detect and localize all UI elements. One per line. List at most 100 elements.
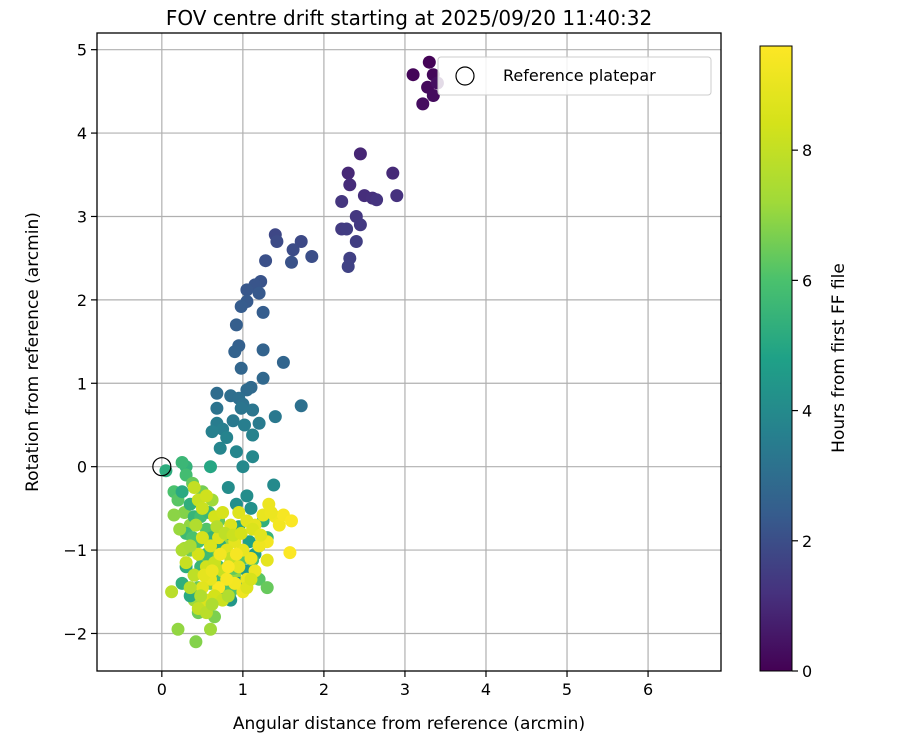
data-point [259,254,273,268]
data-point [205,425,219,439]
x-tick-label: 1 [238,680,248,699]
data-point [226,414,240,428]
data-point [341,260,355,273]
x-tick-label: 0 [157,680,167,699]
data-point [234,526,248,540]
legend-label: Reference platepar [503,66,656,85]
colorbar-ticks: 0 2 4 6 8 [792,141,812,681]
data-point [179,556,193,570]
data-point [386,166,400,180]
data-point [260,581,274,595]
data-point [199,489,213,503]
colorbar-tick-label: 2 [802,532,812,551]
data-point [236,460,250,474]
data-point [260,553,274,567]
colorbar-tick-label: 0 [802,662,812,681]
data-point [244,501,258,515]
data-point [244,572,258,586]
data-point [256,371,270,385]
data-point [294,399,308,413]
data-point [252,539,266,553]
data-point [229,318,243,332]
colorbar-tick-label: 4 [802,402,812,421]
data-point [246,428,260,442]
legend-marker [455,66,475,86]
data-point [204,622,217,636]
y-tick-label: −1 [63,541,87,560]
data-point [171,622,185,636]
data-point [305,250,319,263]
data-point [221,560,235,574]
x-axis-label: Angular distance from reference (arcmin) [233,714,585,734]
data-point [187,568,201,582]
data-point [195,501,209,515]
y-tick-label: 0 [77,458,87,477]
data-point [175,456,189,469]
data-point [252,286,266,300]
data-point [234,361,248,375]
data-point [353,218,367,232]
data-point [254,528,268,542]
data-point [246,403,260,417]
data-point [229,445,243,459]
data-point [234,300,248,313]
y-tick-label: 1 [77,374,87,393]
legend-box [437,56,712,96]
x-tick-label: 3 [400,680,410,699]
data-point [159,464,173,478]
data-point [294,235,308,248]
data-point [189,518,203,532]
data-point [205,597,219,611]
plot-frame [96,32,722,672]
data-point [256,343,270,357]
data-point [228,345,242,359]
y-axis-ticks: −2 −1 0 1 2 3 4 5 [63,41,97,643]
x-tick-label: 5 [562,680,572,699]
y-tick-label: 2 [77,291,87,310]
data-point [232,560,246,574]
x-tick-label: 6 [643,680,653,699]
data-point [221,481,235,494]
legend: Reference platepar [437,56,712,96]
colorbar-tick-label: 8 [802,141,812,160]
data-point [335,195,349,208]
data-point [189,635,203,649]
data-point [191,547,205,561]
data-point [167,508,181,522]
data-point [285,514,298,528]
data-point [285,255,298,269]
data-point [276,355,290,369]
data-point [341,166,355,180]
data-point [370,193,384,207]
colorbar-gradient [759,45,793,672]
data-point [183,539,197,553]
data-point [238,418,251,432]
data-point [416,97,430,111]
data-point [220,431,234,444]
data-point [194,589,208,603]
data-point [246,450,260,464]
data-point [343,178,357,192]
data-point [213,547,227,561]
data-point [390,189,404,203]
data-point [268,410,282,424]
colorbar: 0 2 4 6 8 Hours from first FF file [759,45,849,681]
data-point [221,589,235,603]
chart-title: FOV centre drift starting at 2025/09/20 … [166,6,652,30]
x-tick-label: 2 [319,680,329,699]
data-point [220,572,234,586]
data-point [240,283,254,297]
y-tick-label: 3 [77,207,87,226]
data-point [240,383,254,397]
data-point [165,585,179,599]
data-point [353,147,367,161]
data-point [210,401,224,415]
data-point [286,243,300,257]
data-point [175,485,189,499]
reference-platepar-marker [152,457,172,477]
data-point [205,564,219,578]
data-point [210,386,224,400]
data-point [349,235,363,248]
data-point [267,478,281,492]
